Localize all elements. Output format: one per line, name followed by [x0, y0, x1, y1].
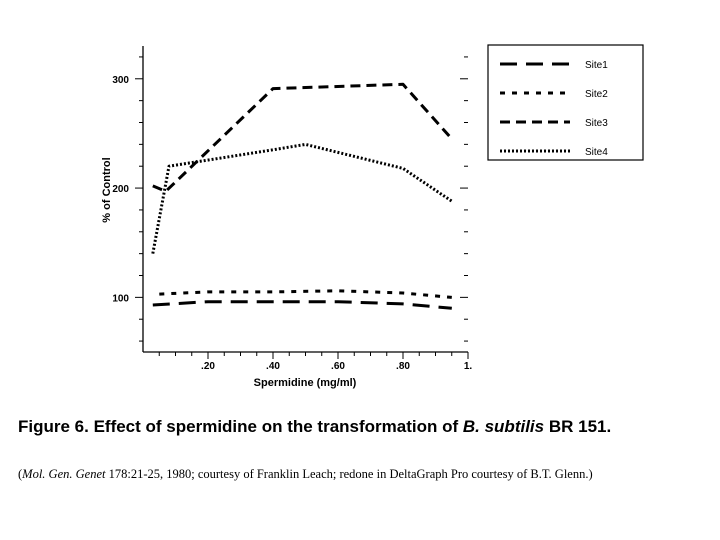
x-tick-label: .40 — [266, 361, 280, 372]
x-tick-label: 1. — [464, 361, 473, 372]
source-open-paren: ( — [18, 467, 23, 481]
figure-caption-source: (Mol. Gen. Genet 178:21-25, 1980; courte… — [18, 466, 710, 483]
x-axis-title: Spermidine (mg/ml) — [254, 377, 357, 389]
legend: Site1 Site2 Site3 Site4 — [487, 44, 644, 161]
figure-label: Figure 6. Effect of spermidine on the tr… — [18, 417, 463, 436]
legend-label-site1: Site1 — [585, 60, 608, 71]
y-tick-label: 200 — [112, 184, 129, 195]
x-tick-label: .20 — [201, 361, 215, 372]
legend-box — [487, 44, 644, 161]
organism-name: B. subtilis — [462, 417, 545, 436]
source-details: 178:21-25, 1980; courtesy of Franklin Le… — [105, 467, 593, 481]
series-line-site3 — [152, 82, 453, 193]
spermidine-chart: 100 200 300 .20 .40 .60 .80 1. Spermidine (mg/m… — [101, 44, 644, 389]
x-tick-label: .80 — [396, 361, 410, 372]
series-line-site1 — [152, 300, 452, 310]
y-tick-label: 300 — [112, 75, 129, 86]
legend-label-site2: Site2 — [585, 89, 608, 100]
series-lines — [151, 82, 453, 310]
y-tick-label: 100 — [112, 293, 129, 304]
series-line-site2 — [159, 289, 452, 299]
journal-name: Mol. Gen. Genet — [22, 467, 106, 481]
legend-label-site4: Site4 — [585, 147, 608, 158]
figure-caption-title: Figure 6. Effect of spermidine on the tr… — [18, 416, 708, 437]
x-tick-label: .60 — [331, 361, 345, 372]
series-line-site4 — [151, 142, 453, 254]
legend-label-site3: Site3 — [585, 118, 608, 129]
y-axis-title: % of Control — [101, 157, 113, 222]
strain-name: BR 151. — [544, 417, 612, 436]
plot-axes: 100 200 300 .20 .40 .60 .80 1. — [112, 46, 472, 372]
